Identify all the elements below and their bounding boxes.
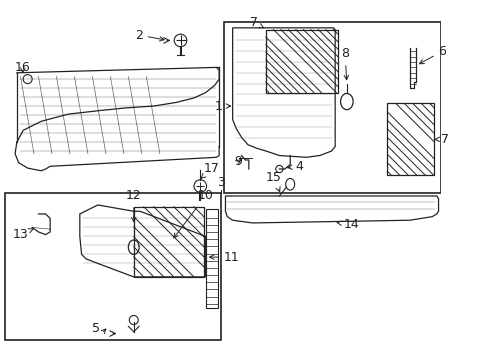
Text: 11: 11 <box>210 251 240 264</box>
Text: 8: 8 <box>341 47 349 80</box>
Text: 10: 10 <box>174 189 214 238</box>
Text: 17: 17 <box>201 162 220 178</box>
Text: 15: 15 <box>266 171 282 192</box>
Text: 5: 5 <box>92 322 99 335</box>
Bar <box>206 210 218 309</box>
Text: 9: 9 <box>234 155 242 168</box>
Bar <box>387 103 434 175</box>
Text: 16: 16 <box>15 61 31 74</box>
Text: 14: 14 <box>337 218 359 231</box>
Text: 4: 4 <box>288 160 303 173</box>
Bar <box>134 207 204 277</box>
Bar <box>266 30 338 93</box>
Text: 12: 12 <box>126 189 142 222</box>
Bar <box>223 22 441 193</box>
Text: 13: 13 <box>13 228 34 241</box>
Text: 6: 6 <box>419 45 446 64</box>
Bar <box>5 193 221 340</box>
Text: 3: 3 <box>217 176 225 189</box>
Text: 7: 7 <box>435 133 449 146</box>
Text: 7: 7 <box>250 16 264 29</box>
Text: 1: 1 <box>215 100 231 113</box>
Text: 2: 2 <box>135 28 164 41</box>
